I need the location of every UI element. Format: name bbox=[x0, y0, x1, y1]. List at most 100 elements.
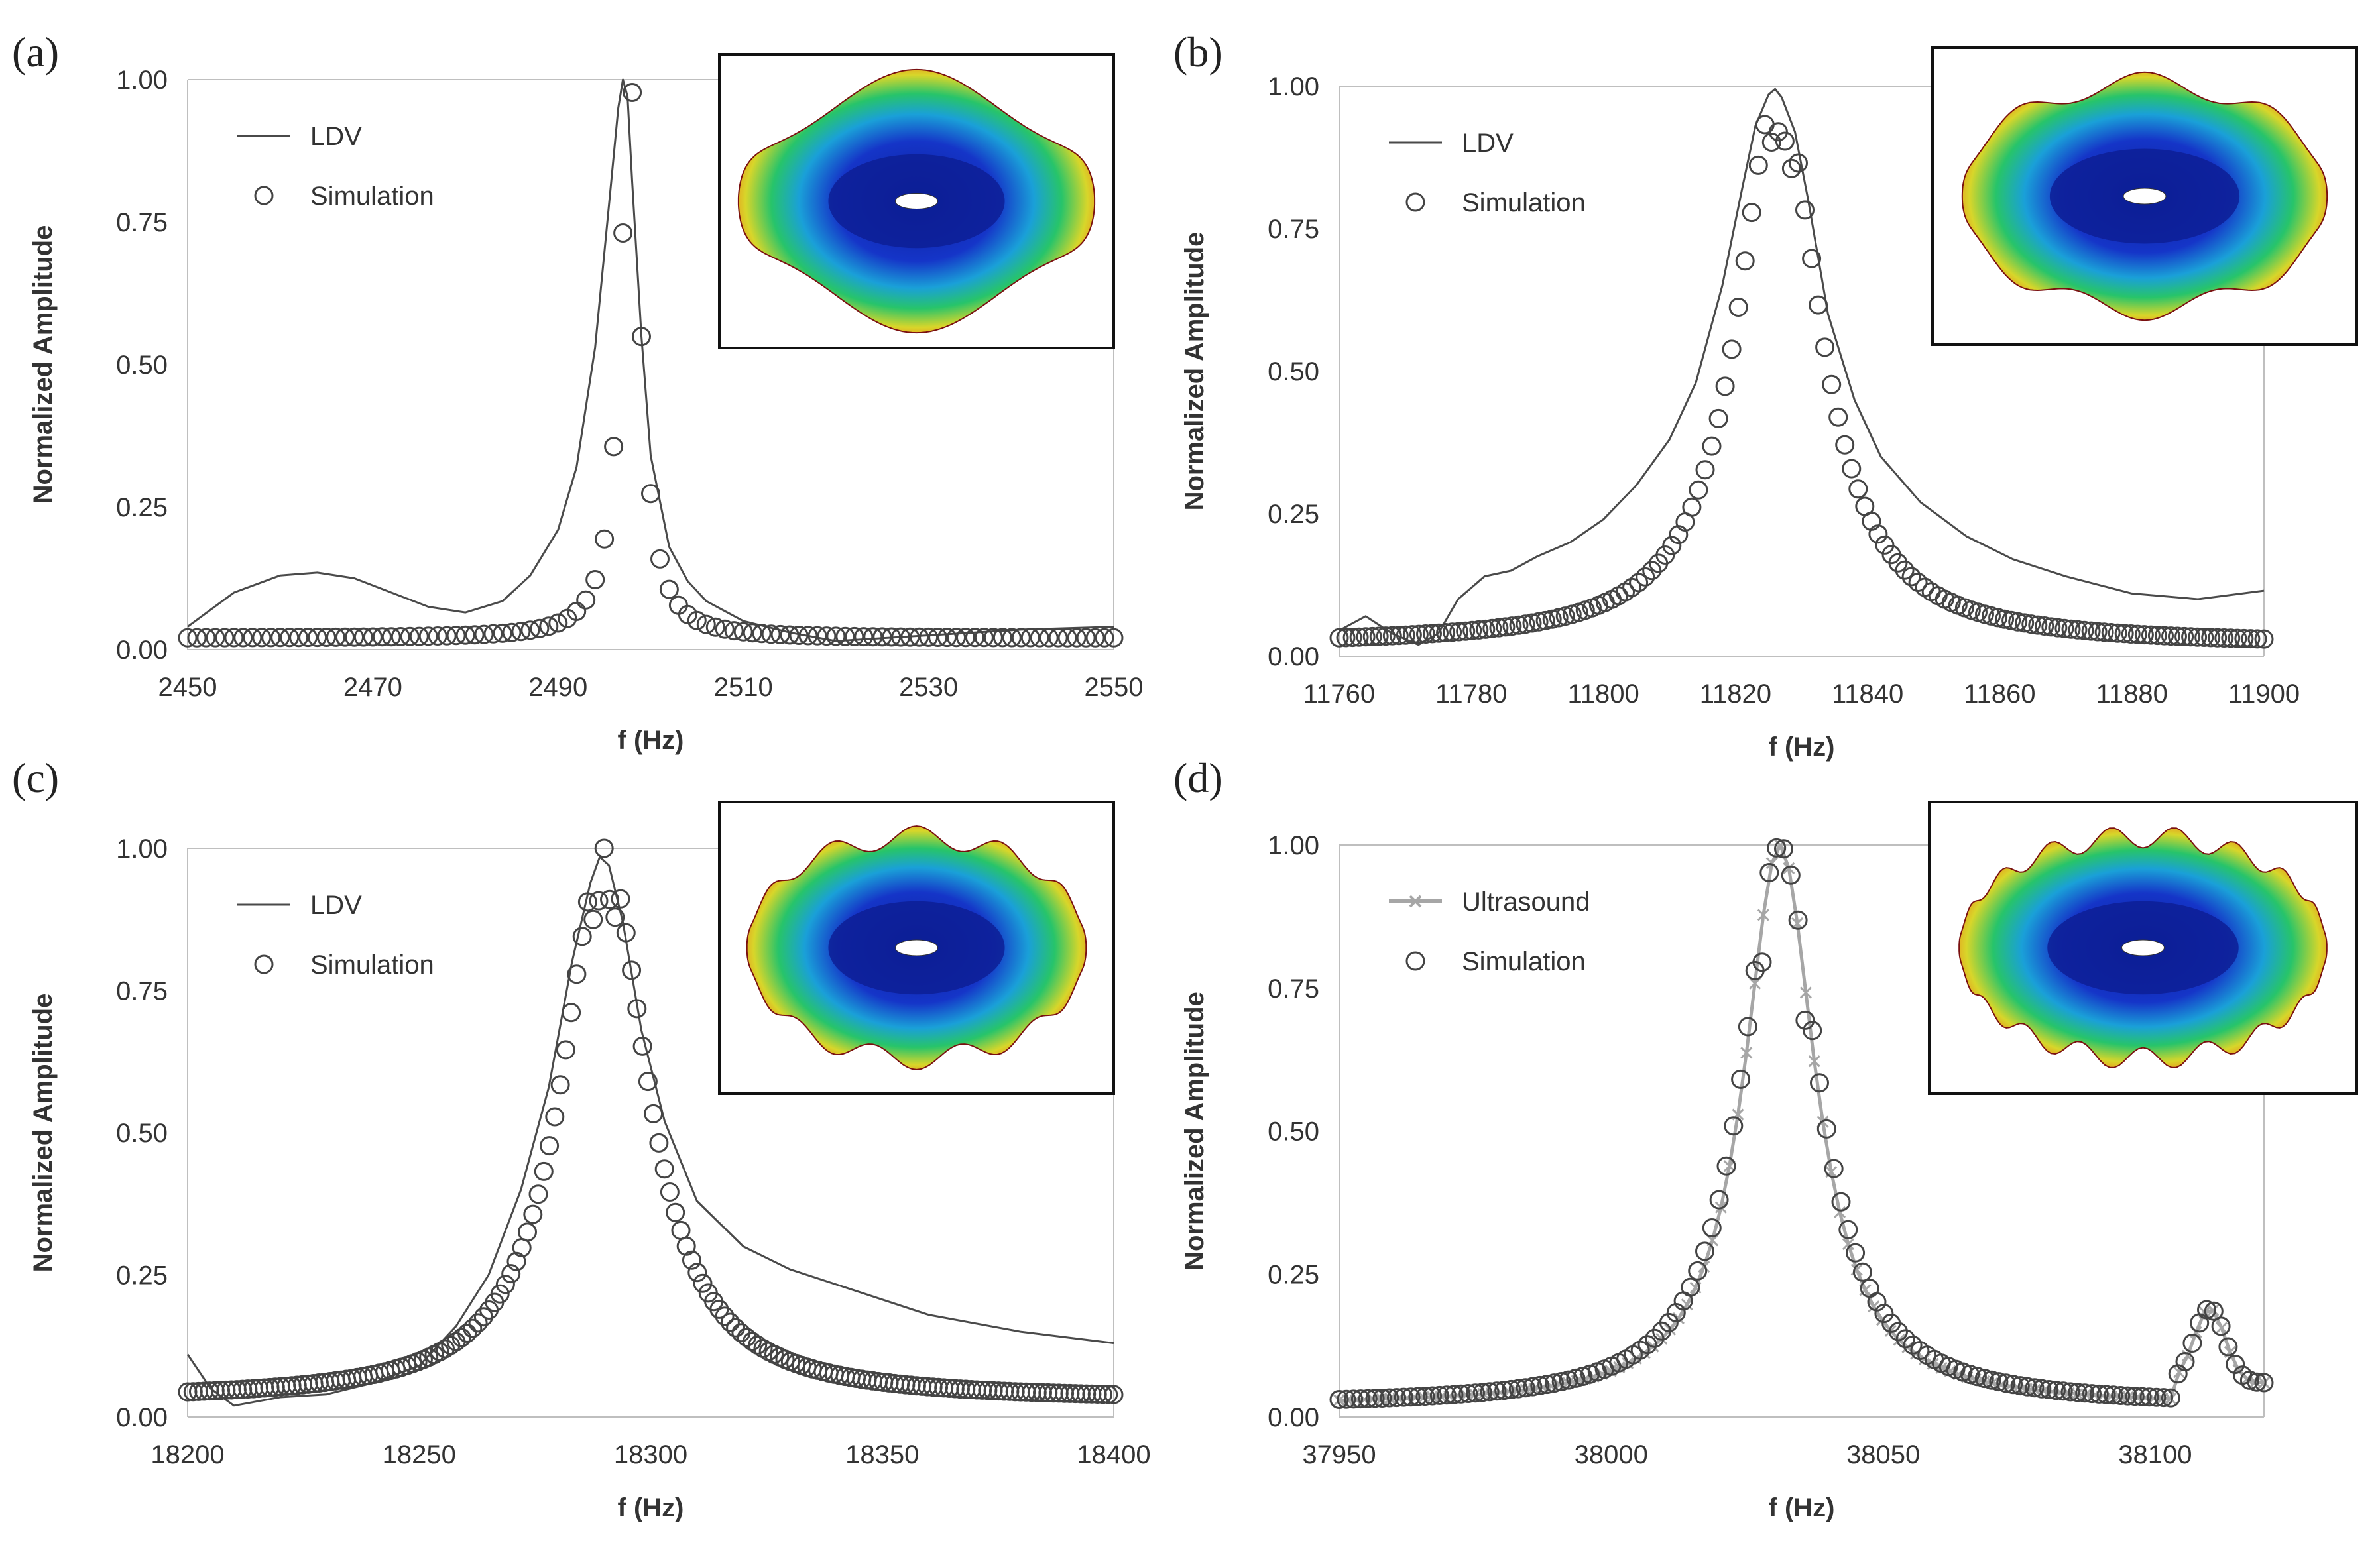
y-tick-label: 0.50 bbox=[116, 351, 168, 380]
simulation-marker bbox=[622, 960, 642, 980]
simulation-marker bbox=[2088, 622, 2108, 642]
simulation-marker bbox=[715, 619, 735, 639]
simulation-marker bbox=[261, 628, 281, 648]
simulation-marker bbox=[1889, 1322, 1908, 1342]
y-axis-title: Normalized Amplitude bbox=[29, 994, 58, 1273]
simulation-marker bbox=[1030, 628, 1049, 648]
simulation-marker bbox=[2010, 1376, 2030, 1396]
simulation-marker bbox=[826, 626, 846, 646]
y-tick-label: 0.50 bbox=[1268, 357, 1319, 386]
x-tick-label: 11820 bbox=[1700, 679, 1771, 709]
x-tick-label: 18250 bbox=[383, 1440, 456, 1469]
simulation-marker bbox=[280, 628, 300, 648]
y-tick-label: 0.75 bbox=[116, 208, 168, 237]
simulation-marker bbox=[2108, 623, 2127, 643]
y-axis-title: Normalized Amplitude bbox=[1180, 232, 1209, 511]
simulation-marker bbox=[2089, 1384, 2109, 1404]
simulation-marker bbox=[2015, 613, 2035, 633]
simulation-marker bbox=[233, 628, 253, 648]
simulation-marker bbox=[1681, 1277, 1700, 1297]
x-axis-title: f (Hz) bbox=[618, 1493, 684, 1522]
simulation-marker bbox=[1888, 553, 1908, 573]
simulation-marker bbox=[2104, 1385, 2123, 1405]
series-line-ldv bbox=[186, 856, 1114, 1407]
simulation-marker bbox=[2132, 1387, 2152, 1406]
simulation-marker bbox=[2041, 617, 2061, 637]
simulation-marker bbox=[1768, 122, 1788, 142]
legend-label: LDV bbox=[310, 891, 362, 920]
x-tick-label: 11860 bbox=[1964, 679, 2035, 709]
simulation-marker bbox=[1336, 628, 1356, 648]
ultrasound-x-marker bbox=[1723, 1160, 1736, 1172]
simulation-marker bbox=[2017, 1377, 2037, 1397]
simulation-marker bbox=[2218, 1337, 2238, 1357]
simulation-marker bbox=[693, 1273, 713, 1293]
simulation-marker bbox=[654, 1159, 674, 1179]
simulation-marker bbox=[835, 626, 855, 646]
simulation-marker bbox=[1709, 1190, 1729, 1210]
simulation-marker bbox=[2139, 1387, 2159, 1407]
simulation-marker bbox=[649, 1133, 669, 1153]
simulation-marker bbox=[726, 1318, 746, 1338]
x-tick-label: 11780 bbox=[1435, 679, 1507, 709]
simulation-marker bbox=[666, 1202, 685, 1222]
panel-label: (d) bbox=[1173, 754, 1223, 801]
simulation-marker bbox=[585, 570, 605, 589]
simulation-marker bbox=[463, 1318, 483, 1338]
simulation-marker bbox=[1748, 155, 1768, 175]
x-tick-label: 18400 bbox=[1077, 1440, 1150, 1469]
series-line-ldv bbox=[1339, 87, 2265, 646]
simulation-marker bbox=[1444, 1385, 1464, 1404]
simulation-marker bbox=[1874, 1304, 1894, 1324]
simulation-marker bbox=[1067, 628, 1087, 648]
simulation-marker bbox=[632, 327, 651, 347]
simulation-marker bbox=[1382, 626, 1402, 646]
simulation-marker bbox=[650, 549, 670, 569]
simulation-marker bbox=[1728, 298, 1748, 317]
simulation-marker bbox=[872, 627, 892, 647]
mode-shape-hole bbox=[895, 193, 938, 209]
simulation-marker bbox=[437, 626, 457, 646]
legend-label: Simulation bbox=[1462, 188, 1586, 217]
y-axis-title: Normalized Amplitude bbox=[29, 225, 58, 504]
simulation-marker bbox=[556, 1040, 575, 1060]
simulation-marker bbox=[1795, 1010, 1815, 1030]
simulation-marker bbox=[743, 623, 762, 643]
simulation-marker bbox=[2247, 629, 2267, 649]
simulation-marker bbox=[1048, 628, 1068, 648]
simulation-marker bbox=[1742, 203, 1761, 223]
simulation-marker bbox=[1629, 573, 1649, 593]
legend-circle-marker bbox=[254, 954, 274, 974]
simulation-marker bbox=[1396, 625, 1415, 645]
x-axis-title: f (Hz) bbox=[1769, 732, 1835, 762]
y-tick-label: 0.75 bbox=[116, 977, 168, 1006]
simulation-marker bbox=[215, 628, 235, 648]
simulation-marker bbox=[1544, 1373, 1564, 1393]
x-tick-label: 11900 bbox=[2228, 679, 2300, 709]
simulation-marker bbox=[1752, 952, 1772, 972]
legend-label: Simulation bbox=[310, 950, 434, 980]
chart-panel-a: 0.00 0.25 0.50 0.75 1.00 2450 2470 2490 2510 2530… bbox=[12, 29, 1143, 755]
simulation-marker bbox=[1389, 626, 1409, 646]
legend-circle-marker bbox=[1405, 192, 1425, 212]
simulation-marker bbox=[2197, 1300, 2216, 1320]
y-tick-label: 0.75 bbox=[1268, 974, 1319, 1003]
simulation-marker bbox=[1702, 436, 1722, 456]
simulation-marker bbox=[1099, 1385, 1118, 1404]
simulation-marker bbox=[715, 1306, 735, 1326]
simulation-marker bbox=[2053, 1381, 2073, 1401]
simulation-marker bbox=[1387, 1388, 1406, 1408]
ultrasound-x-marker bbox=[2165, 1393, 2177, 1405]
simulation-marker bbox=[1476, 619, 1496, 639]
legend-circle-marker bbox=[1405, 951, 1425, 971]
x-axis-title: f (Hz) bbox=[618, 726, 684, 755]
simulation-marker bbox=[1908, 573, 1928, 592]
simulation-marker bbox=[682, 1250, 701, 1270]
simulation-marker bbox=[2147, 1387, 2167, 1407]
simulation-marker bbox=[1549, 608, 1569, 628]
simulation-marker bbox=[1537, 1375, 1557, 1395]
simulation-marker bbox=[632, 1036, 652, 1056]
simulation-marker bbox=[289, 628, 309, 648]
simulation-marker bbox=[1735, 251, 1755, 271]
simulation-marker bbox=[974, 628, 994, 648]
